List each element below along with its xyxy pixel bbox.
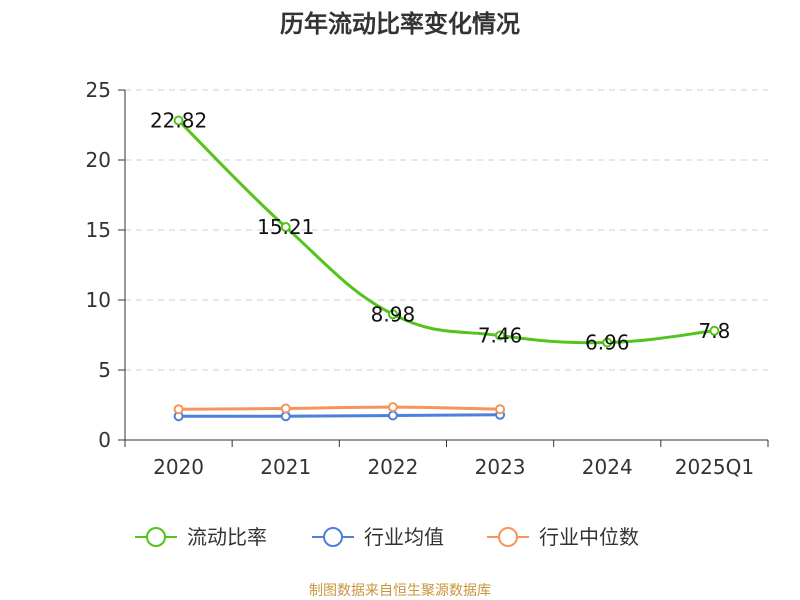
data-point (173, 115, 184, 126)
legend: 流动比率 行业均值 行业中位数 (135, 525, 639, 549)
series-2 (173, 402, 506, 415)
source-note: 制图数据来自恒生聚源数据库 (309, 583, 491, 599)
y-tick-label: 15 (86, 218, 111, 242)
data-point (387, 410, 398, 421)
data-label: 6.96 (585, 331, 630, 355)
data-label: 15.21 (257, 215, 314, 239)
series-line (177, 119, 715, 345)
x-tick-label: 2024 (582, 455, 633, 479)
x-tick-label: 2022 (367, 455, 418, 479)
series-line (178, 413, 501, 418)
data-label: 22.82 (150, 109, 207, 133)
y-tick-label: 0 (98, 428, 111, 452)
data-point (709, 325, 720, 336)
series-line (178, 405, 501, 411)
data-point (280, 403, 291, 414)
series-lines (173, 115, 720, 422)
data-point (387, 402, 398, 413)
series-0 (173, 115, 720, 348)
data-point (495, 330, 506, 341)
series-1 (173, 409, 506, 422)
legend-label: 行业中位数 (539, 525, 639, 549)
x-tick-label: 2021 (260, 455, 311, 479)
legend-item: 行业均值 (312, 525, 444, 549)
x-tick-label: 2020 (153, 455, 204, 479)
x-tick-label: 2023 (475, 455, 526, 479)
axes: 0 5 10 15 20 25 2020 2021 2022 2023 2024 2025Q1 (86, 78, 769, 479)
legend-item: 行业中位数 (487, 525, 639, 549)
y-tick-label: 20 (86, 148, 111, 172)
y-tick-label: 5 (98, 358, 111, 382)
data-label: 7.46 (478, 324, 523, 348)
x-tick-label: 2025Q1 (675, 455, 754, 479)
data-point (387, 309, 398, 320)
data-labels: 22.82 15.21 8.98 7.46 6.96 7.8 (150, 109, 730, 355)
legend-marker (498, 527, 518, 547)
grid-lines (125, 89, 768, 371)
legend-item: 流动比率 (135, 525, 267, 549)
data-point (495, 404, 506, 415)
data-label: 7.8 (699, 319, 731, 343)
data-point (280, 222, 291, 233)
y-tick-label: 25 (86, 78, 111, 102)
legend-marker (146, 527, 166, 547)
data-point (602, 337, 613, 348)
legend-label: 行业均值 (364, 525, 444, 549)
data-label: 8.98 (371, 302, 416, 326)
legend-marker (323, 527, 343, 547)
y-tick-label: 10 (86, 288, 111, 312)
legend-label: 流动比率 (187, 525, 267, 549)
chart-title: 历年流动比率变化情况 (280, 10, 520, 38)
data-point (173, 404, 184, 415)
